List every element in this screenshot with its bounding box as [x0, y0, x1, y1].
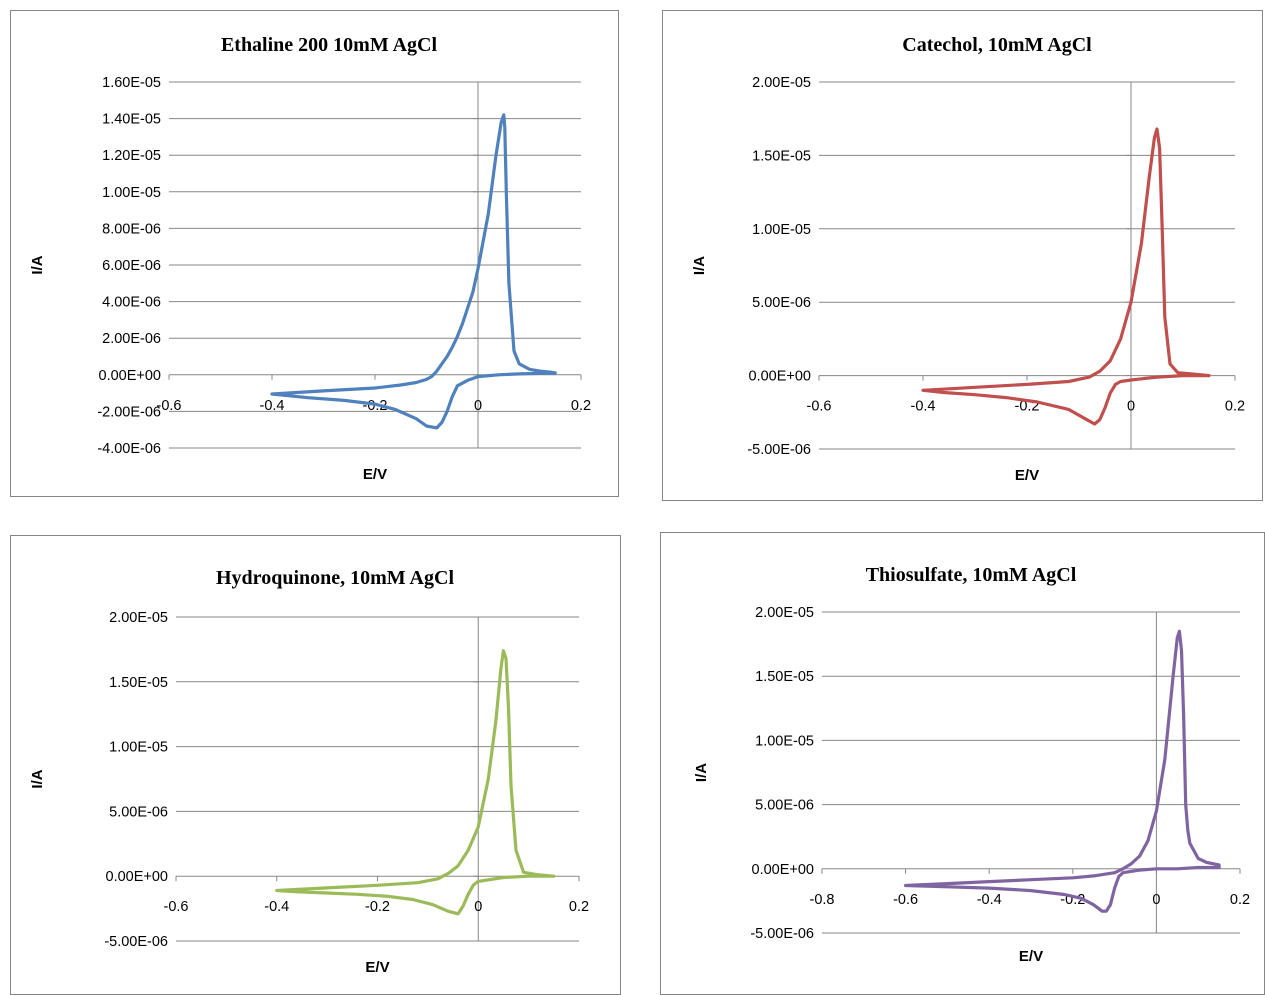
x-tick-label: 0	[474, 398, 482, 414]
y-tick-label: 1.50E-05	[755, 669, 814, 685]
y-tick-label: 5.00E-06	[109, 804, 168, 820]
chart-panel-catechol: -5.00E-06 0.00E+00 5.00E-06 1.00E-05 1.50E-0…	[662, 10, 1263, 501]
chart-title: Thiosulfate, 10mM AgCl	[866, 564, 1077, 586]
x-axis-label: E/V	[1019, 948, 1043, 965]
x-tick-label: 0	[1127, 399, 1135, 415]
chart-title: Hydroquinone, 10mM AgCl	[216, 567, 454, 589]
x-tick-label: -0.6	[164, 899, 189, 915]
x-tick-label: -0.4	[264, 899, 289, 915]
y-tick-label: 1.50E-05	[752, 148, 811, 164]
y-tick-label: 2.00E-05	[752, 75, 811, 91]
y-tick-label: 5.00E-06	[752, 295, 811, 311]
y-axis-label: I/A	[691, 256, 708, 275]
x-tick-label: -0.6	[893, 892, 918, 908]
series-line	[921, 127, 1211, 426]
y-tick-label: 1.50E-05	[109, 675, 168, 691]
chart-panel-thiosulfate: -5.00E-06 0.00E+00 5.00E-06 1.00E-05 1.50E-0…	[660, 532, 1265, 995]
y-tick-label: 1.60E-05	[102, 75, 161, 91]
y-tick-label: 0.00E+00	[106, 869, 169, 885]
x-tick-label: -0.4	[260, 398, 285, 414]
y-tick-label: -5.00E-06	[747, 442, 811, 458]
chart-title: Catechol, 10mM AgCl	[902, 34, 1092, 56]
y-tick-label: 0.00E+00	[99, 368, 162, 384]
y-tick-label: 1.00E-05	[752, 222, 811, 238]
x-tick-label: 0.2	[1230, 892, 1250, 908]
chart-catechol: -5.00E-06 0.00E+00 5.00E-06 1.00E-05 1.50E-0…	[691, 34, 1245, 484]
y-tick-label: 1.20E-05	[102, 148, 161, 164]
chart-panel-hydroquinone: -5.00E-06 0.00E+00 5.00E-06 1.00E-05 1.50E-0…	[10, 535, 621, 995]
series-line	[904, 629, 1221, 913]
x-tick-label: -0.4	[911, 399, 936, 415]
x-tick-label: -0.6	[157, 398, 182, 414]
chart-hydroquinone: -5.00E-06 0.00E+00 5.00E-06 1.00E-05 1.50E-0…	[29, 567, 589, 976]
y-tick-label: 2.00E-06	[102, 331, 161, 347]
x-tick-label: 0	[474, 899, 482, 915]
y-axis-label: I/A	[29, 255, 46, 274]
x-tick-label: -0.8	[810, 892, 835, 908]
y-tick-label: 8.00E-06	[102, 221, 161, 237]
y-tick-label: 1.00E-05	[109, 740, 168, 756]
y-tick-label: -5.00E-06	[750, 926, 814, 942]
y-tick-label: -5.00E-06	[104, 934, 168, 950]
x-tick-label: -0.2	[365, 899, 390, 915]
y-tick-label: 0.00E+00	[752, 862, 815, 878]
x-tick-label: 0.2	[1225, 399, 1245, 415]
y-tick-label: 0.00E+00	[749, 369, 812, 385]
y-tick-label: 2.00E-05	[755, 605, 814, 621]
y-tick-label: -2.00E-06	[97, 404, 161, 420]
y-tick-label: -4.00E-06	[97, 441, 161, 457]
y-tick-label: 6.00E-06	[102, 258, 161, 274]
y-axis-label: I/A	[29, 769, 46, 788]
y-axis-label: I/A	[693, 763, 710, 782]
x-tick-label: 0.2	[571, 398, 591, 414]
chart-title: Ethaline 200 10mM AgCl	[221, 34, 438, 56]
x-tick-label: 0.2	[569, 899, 589, 915]
y-tick-label: 4.00E-06	[102, 295, 161, 311]
series-line	[275, 649, 556, 916]
chart-thiosulfate: -5.00E-06 0.00E+00 5.00E-06 1.00E-05 1.50E-0…	[693, 564, 1250, 965]
x-axis-label: E/V	[1015, 467, 1039, 484]
series-line	[270, 113, 557, 430]
x-tick-label: -0.6	[807, 399, 832, 415]
y-tick-label: 1.40E-05	[102, 112, 161, 128]
x-axis-label: E/V	[365, 959, 389, 976]
y-tick-label: 5.00E-06	[755, 798, 814, 814]
x-tick-label: 0	[1152, 892, 1160, 908]
y-tick-label: 1.00E-05	[102, 185, 161, 201]
chart-ethaline: -4.00E-06 -2.00E-06 0.00E+00 2.00E-06 4.00E-…	[29, 34, 591, 483]
y-tick-label: 2.00E-05	[109, 610, 168, 626]
y-tick-label: 1.00E-05	[755, 733, 814, 749]
x-axis-label: E/V	[363, 466, 387, 483]
x-tick-label: -0.4	[977, 892, 1002, 908]
chart-panel-ethaline: -4.00E-06 -2.00E-06 0.00E+00 2.00E-06 4.00E-…	[10, 10, 619, 497]
